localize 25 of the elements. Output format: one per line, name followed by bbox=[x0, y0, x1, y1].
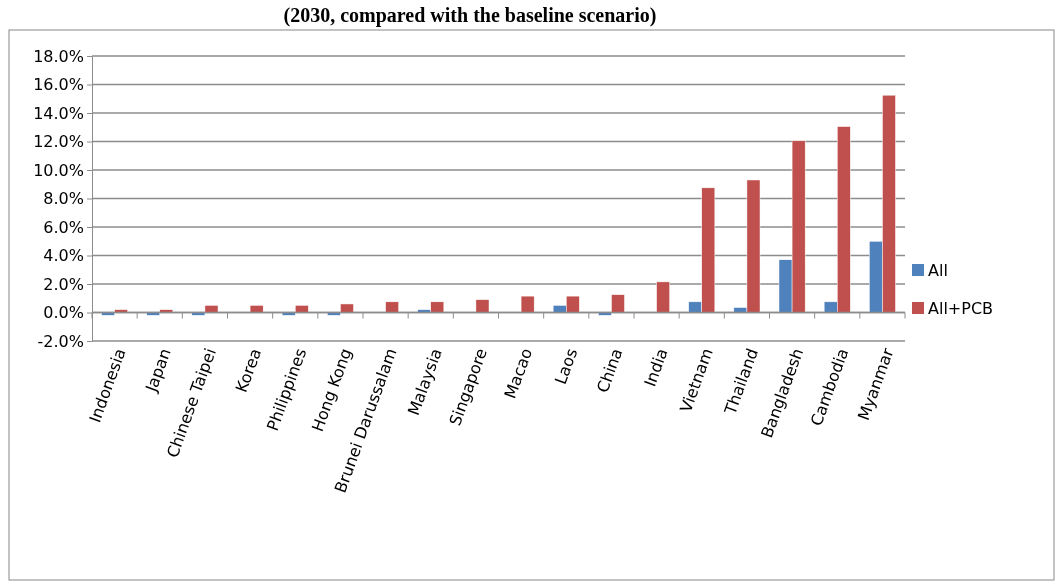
y-tick-label: 6.0% bbox=[43, 217, 84, 237]
y-tick-label: 2.0% bbox=[43, 274, 84, 294]
x-tick-label: China bbox=[592, 345, 627, 396]
y-tick-label: 12.0% bbox=[33, 132, 84, 152]
bar bbox=[385, 301, 399, 313]
x-tick-label: Korea bbox=[231, 345, 266, 395]
bar bbox=[656, 281, 670, 313]
y-tick-label: 4.0% bbox=[43, 246, 84, 266]
bar bbox=[520, 295, 535, 313]
x-tick-label: Laos bbox=[550, 345, 582, 387]
y-tick-label: 8.0% bbox=[43, 189, 84, 209]
legend-label: All+PCB bbox=[928, 298, 994, 318]
y-tick-label: -2.0% bbox=[37, 331, 84, 351]
x-tick-label: Japan bbox=[141, 345, 175, 396]
y-tick-label: 14.0% bbox=[33, 103, 84, 123]
x-tick-label: Macao bbox=[500, 345, 537, 402]
chart-title: (2030, compared with the baseline scenario) bbox=[283, 4, 657, 27]
y-tick-label: 18.0% bbox=[33, 46, 84, 66]
y-tick-label: 16.0% bbox=[33, 75, 84, 95]
x-tick-label: India bbox=[640, 345, 672, 390]
y-tick-label: 0.0% bbox=[43, 303, 84, 323]
bar bbox=[249, 305, 264, 313]
y-tick-label: 10.0% bbox=[33, 160, 84, 180]
legend-label: All bbox=[928, 260, 948, 280]
bar bbox=[475, 299, 490, 313]
